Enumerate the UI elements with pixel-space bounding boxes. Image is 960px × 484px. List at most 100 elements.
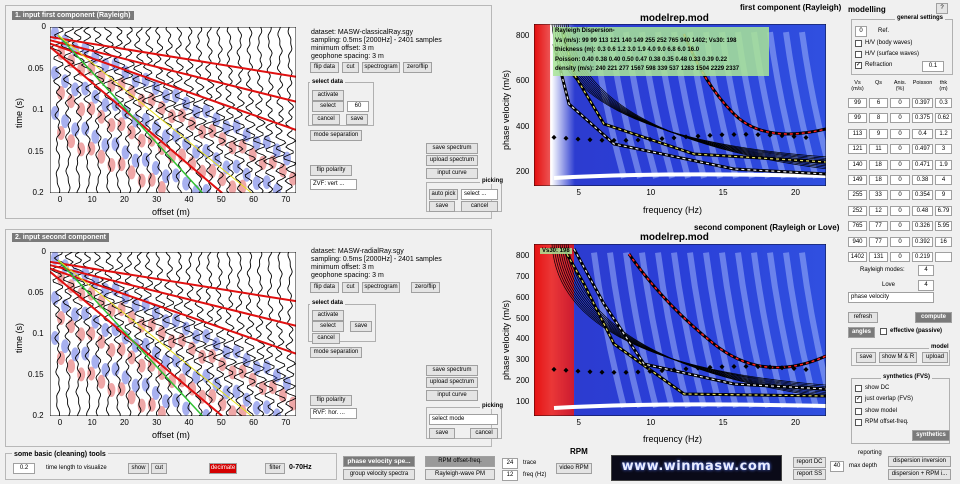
layer-cell[interactable]: 0 [890,205,910,216]
ref-input[interactable]: 0 [855,26,867,37]
velocity-type-select[interactable]: phase velocity [848,292,934,303]
refresh-button[interactable]: refresh [848,312,878,323]
layer-cell[interactable]: 4 [935,175,952,185]
seismogram-plot-2[interactable] [50,252,296,416]
layer-cell[interactable]: 77 [869,236,888,247]
picking-save-button[interactable]: save [429,201,455,212]
layer-cell[interactable]: 1.2 [935,128,952,139]
layer-cell[interactable]: 5.95 [935,221,952,232]
mode-separation-button[interactable]: mode separation [310,130,362,141]
layer-cell[interactable]: 0.219 [912,252,933,262]
layer-cell[interactable]: 0 [890,175,910,185]
video-rpm-button[interactable]: video RPM [556,463,592,474]
layer-cell[interactable]: 77 [869,221,888,232]
layer-cell[interactable]: 99 [848,113,867,124]
compute-button[interactable]: compute [915,312,952,323]
layer-cell[interactable]: 18 [869,159,888,170]
layer-cell[interactable]: 0 [890,159,910,170]
just-overlap-checkbox[interactable]: ✓ [855,396,862,403]
spectrogram-button[interactable]: spectrogram [362,282,400,293]
layer-cell[interactable]: 33 [869,190,888,201]
flip-polarity-button[interactable]: flip polarity [310,165,352,176]
layer-cell[interactable]: 140 [848,159,867,170]
phase-velocity-spectra-button[interactable]: phase velocity spe... [343,456,415,467]
zero-flip-button[interactable]: zero/flip [403,62,432,73]
refraction-value-input[interactable]: 0.1 [922,61,944,72]
layer-cell[interactable]: 1402 [848,252,867,262]
hv-body-checkbox[interactable] [855,40,862,47]
layer-cell[interactable]: 0.471 [912,159,933,170]
layer-cell[interactable]: 0.392 [912,236,933,247]
upload-spectrum-button[interactable]: upload spectrum [426,377,478,388]
cut-button[interactable]: cut [342,62,359,73]
layer-cell[interactable]: 0 [890,113,910,124]
seismogram-plot-1[interactable] [50,27,296,193]
show-model-checkbox[interactable] [855,408,862,415]
layer-cell[interactable]: 18 [869,175,888,185]
activate-button[interactable]: activate [312,310,344,321]
dispersion-rpm-button[interactable]: dispersion + RPM i... [888,469,951,480]
report-ss-button[interactable]: report SS [793,469,826,480]
select-button[interactable]: select [312,321,344,332]
layer-cell[interactable]: 0 [890,252,910,262]
polarity-select[interactable]: ZVF: vert ... [310,179,357,190]
rayleigh-modes-input[interactable]: 4 [918,265,934,276]
velocity-spectrum-2[interactable] [534,244,826,416]
layer-cell[interactable]: 149 [848,175,867,185]
layer-cell[interactable]: 0.497 [912,144,933,155]
dispersion-inversion-button[interactable]: dispersion inversion [888,456,951,467]
flip-polarity-button[interactable]: flip polarity [310,395,352,406]
cancel-button[interactable]: cancel [312,114,340,125]
activate-button[interactable]: activate [312,90,344,101]
save-spectrum-button[interactable]: save spectrum [426,143,478,154]
effective-checkbox[interactable] [880,328,887,335]
layer-cell[interactable]: 0.4 [912,128,933,139]
picking-save-button[interactable]: save [429,428,455,439]
layer-cell[interactable]: 16 [935,236,952,247]
layer-cell[interactable]: 1.9 [935,159,952,170]
rayleigh-wave-pm-button[interactable]: Rayleigh-wave PM [425,469,495,480]
layer-cell[interactable]: 0 [890,190,910,201]
layer-cell[interactable]: 252 [848,205,867,216]
layer-cell[interactable]: 8 [869,113,888,124]
layer-cell[interactable]: 255 [848,190,867,201]
cancel-button[interactable]: cancel [312,333,340,344]
decimate-button[interactable]: decimate [209,463,237,474]
input-curve-button[interactable]: input curve [426,168,478,179]
spectrogram-button[interactable]: spectrogram [362,62,400,73]
polarity-select[interactable]: RVF: hor. ... [310,408,357,419]
model-upload-button[interactable]: upload [922,352,948,363]
picking-cancel-button[interactable]: cancel [470,428,498,439]
input-curve-button[interactable]: input curve [426,390,478,401]
layer-cell[interactable]: 6.79 [935,205,952,216]
cut-button[interactable]: cut [342,282,359,293]
show-button[interactable]: show [128,463,149,474]
picking-mode-select[interactable]: select ... [461,189,498,200]
layer-cell[interactable]: 99 [848,98,867,108]
layer-cell[interactable]: 9 [869,128,888,139]
layer-cell[interactable]: 940 [848,236,867,247]
flip-data-button[interactable]: flip data [310,62,339,73]
help-button[interactable]: ? [936,3,948,14]
report-dc-button[interactable]: report DC [793,457,826,468]
picking-mode-select[interactable]: select mode [429,414,498,425]
max-depth-input[interactable]: 40 [830,461,844,472]
layer-cell[interactable]: 0.375 [912,113,933,124]
upload-spectrum-button[interactable]: upload spectrum [426,155,478,166]
love-modes-input[interactable]: 4 [918,280,934,291]
layer-cell[interactable]: 765 [848,221,867,232]
filter-button[interactable]: filter [265,463,285,474]
layer-cell[interactable]: 3 [935,144,952,155]
layer-cell[interactable] [935,252,952,262]
trace-input[interactable]: 24 [502,458,518,469]
layer-cell[interactable]: 0 [890,128,910,139]
rpm-offset-checkbox[interactable] [855,419,862,426]
mode-separation-button[interactable]: mode separation [310,347,362,358]
angles-button[interactable]: angles [848,327,875,338]
layer-cell[interactable]: 121 [848,144,867,155]
refraction-checkbox[interactable]: ✓ [855,62,862,69]
layer-cell[interactable]: 0.62 [935,113,952,124]
layer-cell[interactable]: 0 [890,221,910,232]
layer-cell[interactable]: 113 [848,128,867,139]
synthetics-button[interactable]: synthetics [912,430,950,441]
